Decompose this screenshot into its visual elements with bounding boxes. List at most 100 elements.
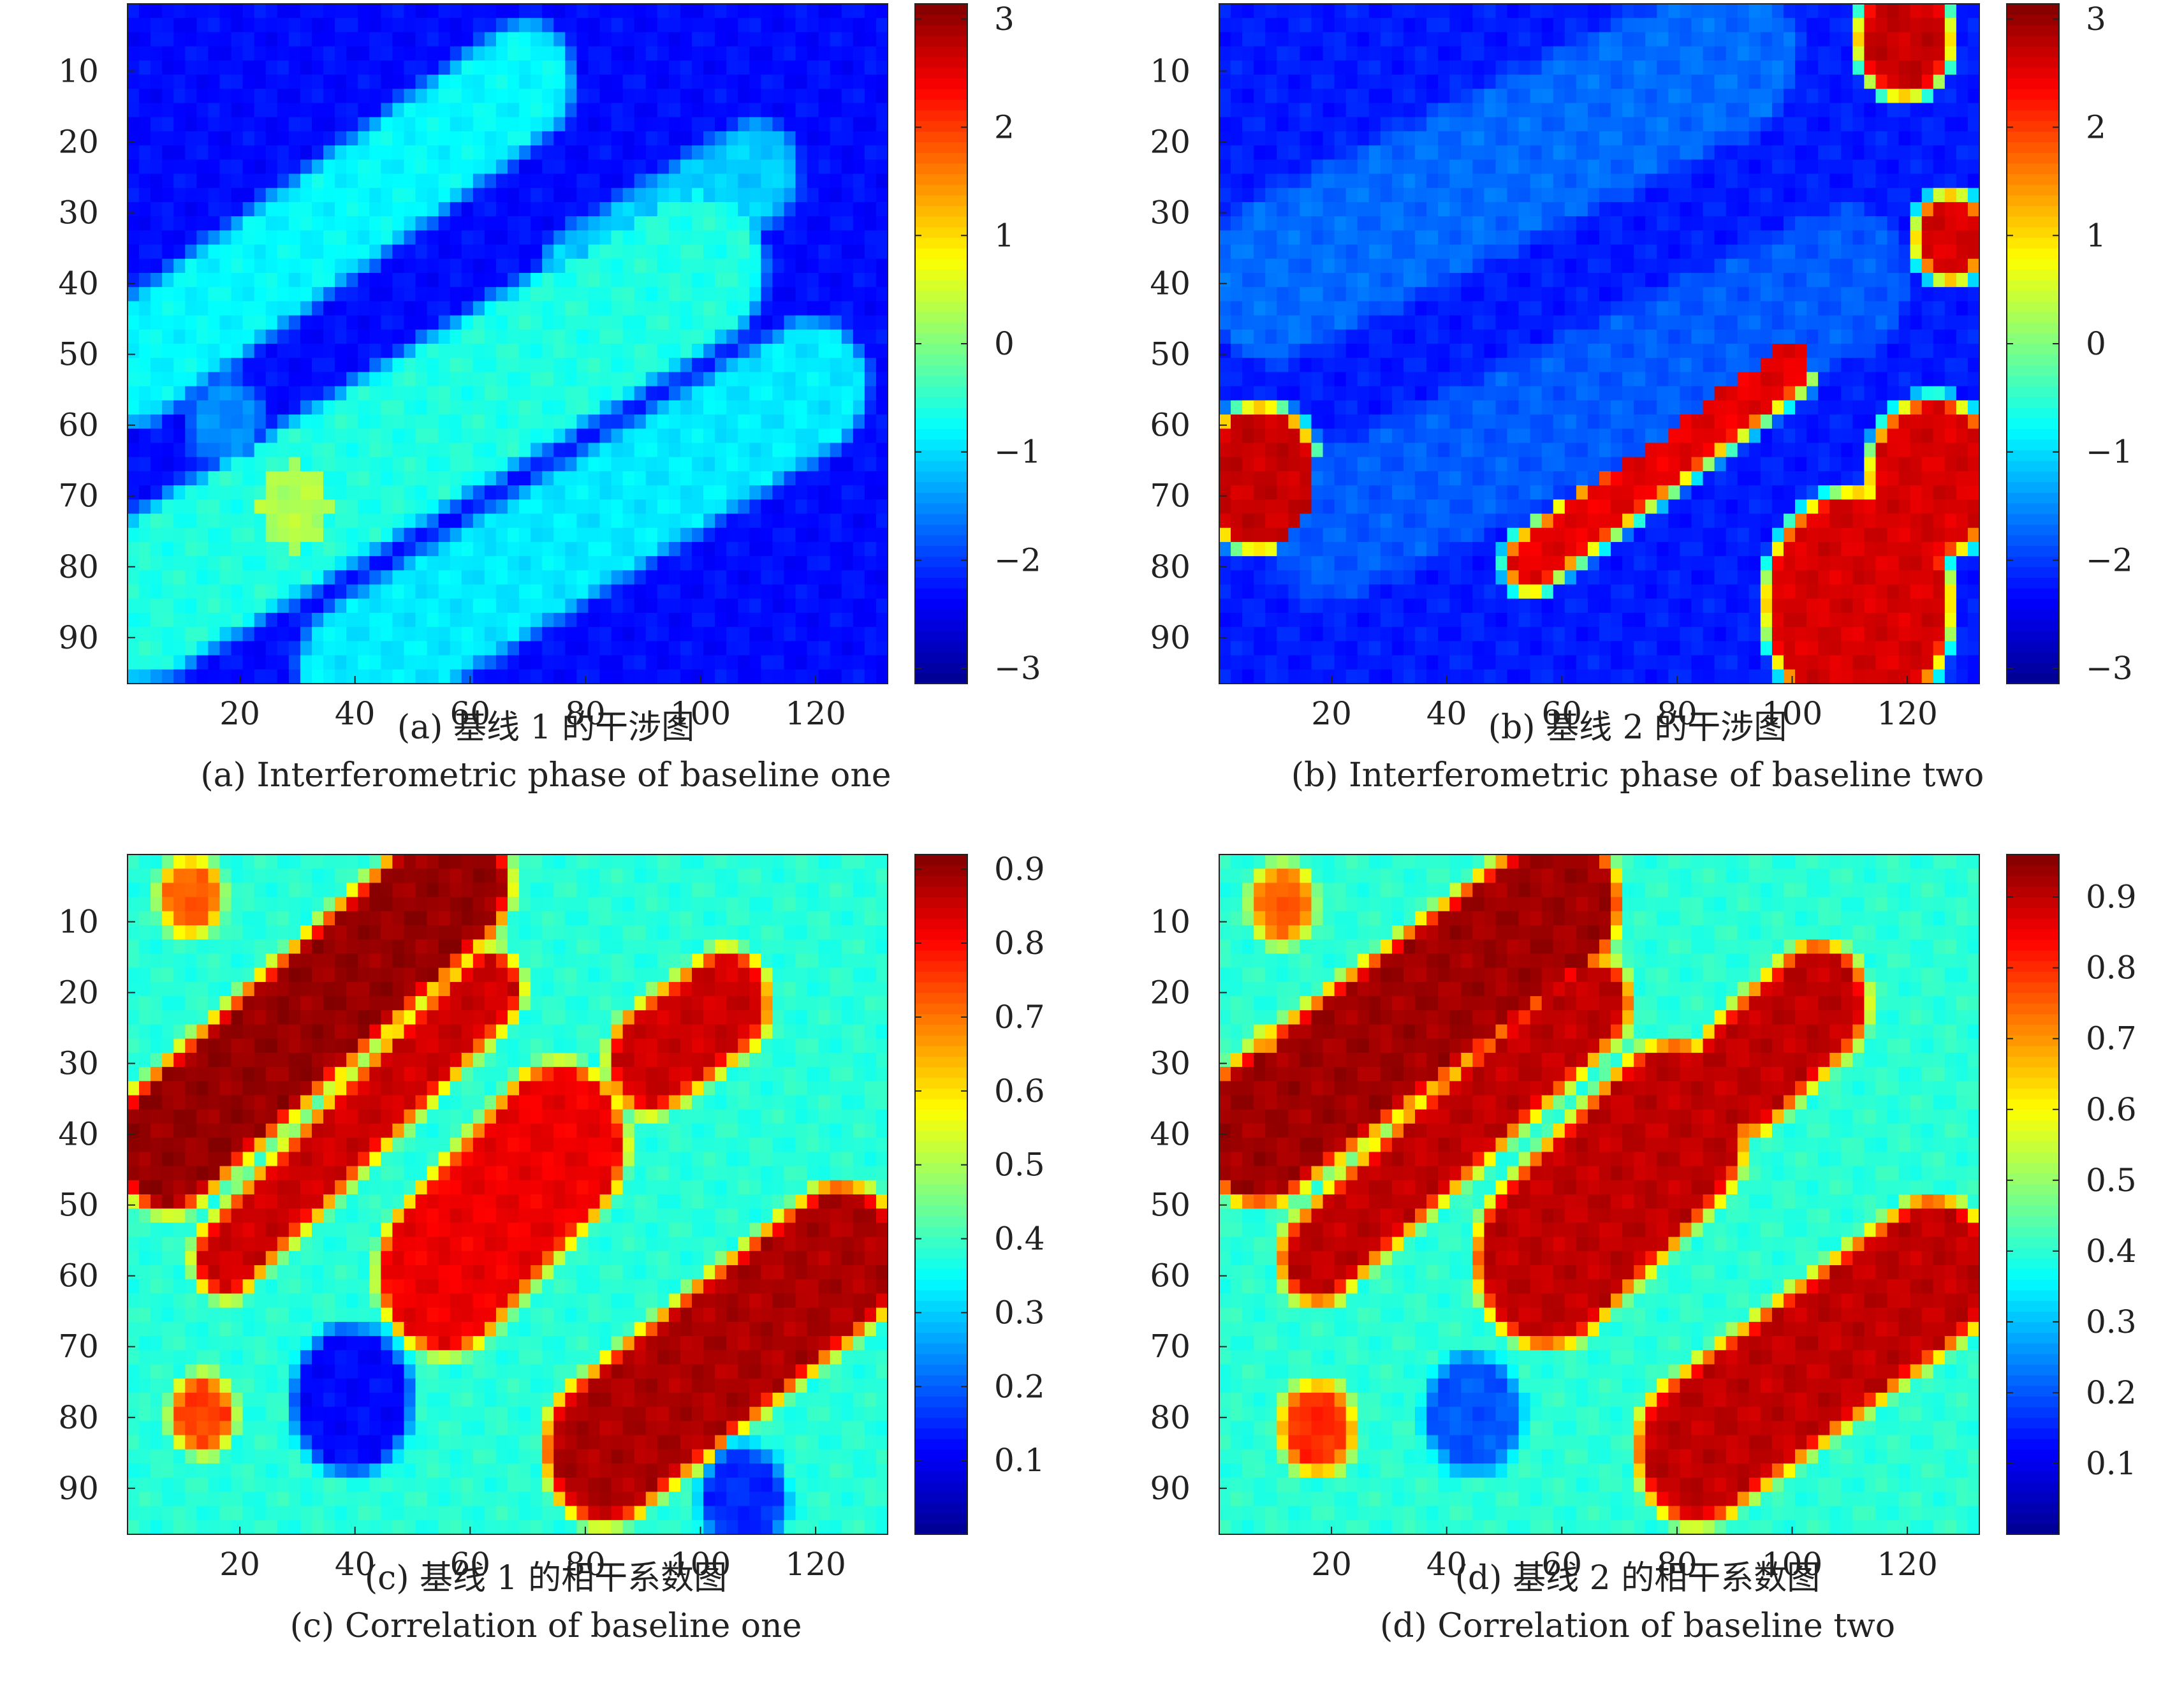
heatmap-cell <box>242 471 255 486</box>
heatmap-cell <box>1944 4 1957 18</box>
colorbar-segment <box>915 248 967 260</box>
heatmap-cell <box>818 598 831 613</box>
heatmap-cell <box>611 414 624 429</box>
heatmap-cell <box>1530 117 1543 132</box>
heatmap-cell <box>1680 117 1692 132</box>
heatmap-cell <box>680 301 693 316</box>
heatmap-cell <box>726 4 738 18</box>
heatmap-cell <box>1622 315 1634 330</box>
heatmap-cell <box>726 75 738 89</box>
heatmap-cell <box>807 443 819 458</box>
heatmap-cell <box>668 584 681 599</box>
heatmap-cell <box>1783 244 1796 260</box>
heatmap-cell <box>841 202 854 217</box>
heatmap-cell <box>208 159 221 175</box>
heatmap-cell <box>196 18 209 33</box>
heatmap-cell <box>761 60 773 75</box>
heatmap-cell <box>784 159 796 175</box>
heatmap-cell <box>150 287 163 302</box>
heatmap-cell <box>703 117 715 132</box>
heatmap-cell <box>495 202 508 217</box>
heatmap-cell <box>622 272 635 288</box>
heatmap-cell <box>1680 202 1692 217</box>
heatmap-cell <box>795 315 808 330</box>
heatmap-cell <box>254 159 267 175</box>
heatmap-cell <box>1841 315 1853 330</box>
heatmap-cell <box>1887 272 1900 288</box>
heatmap-cell <box>749 372 761 387</box>
heatmap-cell <box>1864 60 1877 75</box>
heatmap-cell <box>1657 244 1669 260</box>
heatmap-cell <box>219 627 232 642</box>
heatmap-cell <box>139 89 151 104</box>
heatmap-cell <box>473 485 485 500</box>
heatmap-cell <box>438 60 451 75</box>
heatmap-cell <box>1587 131 1600 146</box>
heatmap-cell <box>1553 89 1565 104</box>
heatmap-cell <box>1311 287 1324 302</box>
heatmap-cell <box>622 527 635 543</box>
heatmap-cell <box>508 258 520 274</box>
heatmap-cell <box>1760 173 1773 189</box>
heatmap-cell <box>139 145 151 160</box>
heatmap-cell <box>219 443 232 458</box>
heatmap-cell <box>876 187 888 203</box>
heatmap-cell <box>565 173 577 189</box>
heatmap-cell <box>1771 46 1784 61</box>
heatmap-cell <box>427 457 439 472</box>
heatmap-cell <box>519 612 531 627</box>
heatmap-cell <box>807 230 819 246</box>
heatmap-cell <box>691 258 704 274</box>
heatmap-cell <box>1518 46 1531 61</box>
heatmap-cell <box>461 570 474 585</box>
heatmap-cell <box>1472 32 1484 47</box>
heatmap-cell <box>277 429 289 444</box>
heatmap-cell <box>726 145 738 160</box>
heatmap-cell <box>277 457 289 472</box>
heatmap-cell <box>1553 329 1565 344</box>
heatmap-cell <box>1334 358 1347 373</box>
y-tick-label: 80 <box>58 548 99 585</box>
heatmap-cell <box>162 89 174 104</box>
heatmap-cell <box>841 669 854 684</box>
heatmap-cell <box>738 669 750 684</box>
heatmap-cell <box>196 641 209 656</box>
heatmap-cell <box>1587 344 1600 358</box>
heatmap-cell <box>277 358 289 373</box>
heatmap-cell <box>1657 344 1669 358</box>
heatmap-cell <box>1748 187 1761 203</box>
heatmap-cell <box>553 46 566 61</box>
heatmap-cell <box>1323 344 1335 358</box>
heatmap-cell <box>691 173 704 189</box>
heatmap-cell <box>1426 4 1439 18</box>
heatmap-cell <box>542 301 554 316</box>
heatmap-cell <box>1254 18 1266 33</box>
heatmap-cell <box>1438 18 1450 33</box>
heatmap-cell <box>818 173 831 189</box>
heatmap-cell <box>645 641 658 656</box>
heatmap-cell <box>1254 75 1266 89</box>
heatmap-cell <box>1783 329 1796 344</box>
heatmap-cell <box>358 641 370 656</box>
heatmap-cell <box>864 18 877 33</box>
heatmap-cell <box>1426 187 1439 203</box>
heatmap-cell <box>381 272 393 288</box>
heatmap-cell <box>415 344 428 358</box>
heatmap-cell <box>335 556 347 571</box>
heatmap-cell <box>634 131 647 146</box>
heatmap-cell <box>484 230 497 246</box>
heatmap-cell <box>645 669 658 684</box>
heatmap-cell <box>657 627 670 642</box>
heatmap-cell <box>300 541 312 557</box>
heatmap-cell <box>691 372 704 387</box>
heatmap-cell <box>588 4 601 18</box>
heatmap-cell <box>622 173 635 189</box>
heatmap-cell <box>415 372 428 387</box>
heatmap-cell <box>1611 230 1623 246</box>
heatmap-cell <box>162 202 174 217</box>
heatmap-cell <box>346 131 358 146</box>
heatmap-cell <box>634 627 647 642</box>
heatmap-cell <box>450 556 462 571</box>
heatmap-cell <box>1841 187 1853 203</box>
heatmap-cell <box>784 400 796 415</box>
